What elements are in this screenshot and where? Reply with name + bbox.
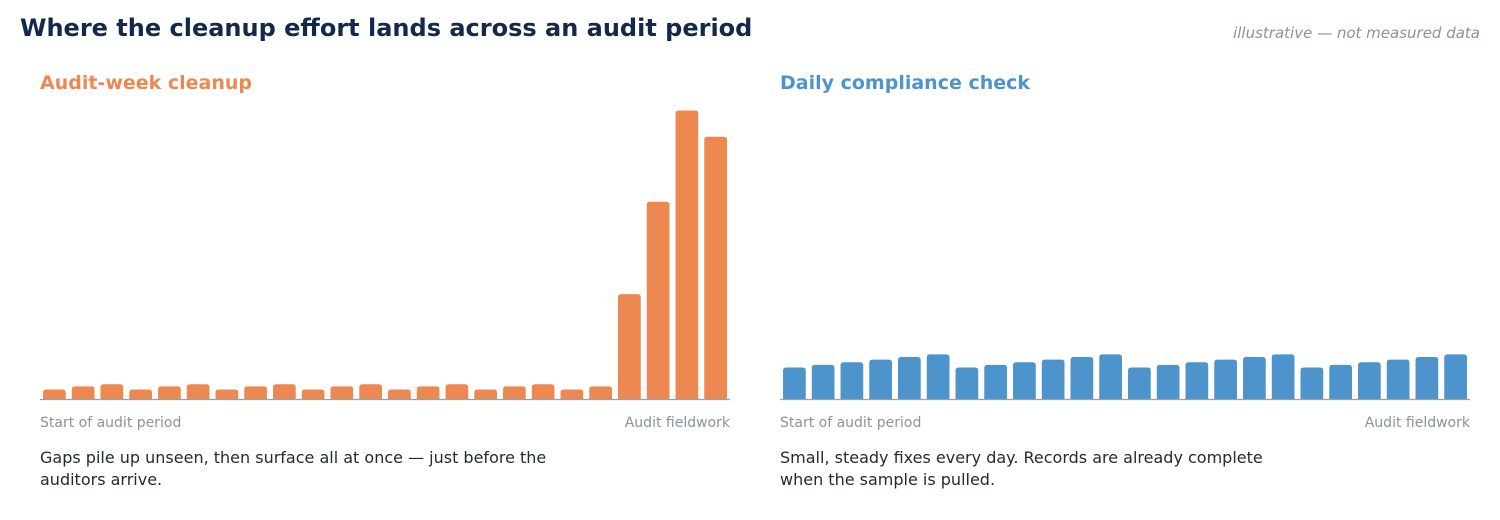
bar xyxy=(1329,364,1352,399)
chart-audit-week xyxy=(40,110,730,401)
bar xyxy=(1271,354,1295,399)
panel-audit-week: Audit-week cleanup Start of audit period… xyxy=(40,0,730,520)
x-start-label: Start of audit period xyxy=(40,415,182,431)
bar xyxy=(330,386,354,399)
bar xyxy=(1358,362,1381,399)
x-end-label: Audit fieldwork xyxy=(624,415,730,431)
bar xyxy=(416,386,440,399)
bar xyxy=(1386,359,1410,399)
bar xyxy=(840,362,864,399)
panel-title-daily-check: Daily compliance check xyxy=(780,72,1031,94)
x-end-label: Audit fieldwork xyxy=(1364,415,1470,431)
bar xyxy=(926,354,950,399)
bar xyxy=(215,389,239,399)
panel-title-audit-week: Audit-week cleanup xyxy=(40,72,253,94)
bar xyxy=(186,384,210,399)
bar xyxy=(675,110,699,400)
bar xyxy=(244,386,267,399)
bar xyxy=(560,389,584,399)
panel-caption-daily-check: Small, steady fixes every day. Records a… xyxy=(780,448,1263,489)
bar xyxy=(474,389,497,399)
bar xyxy=(1128,367,1151,399)
bar xyxy=(1243,357,1266,399)
bar xyxy=(1185,362,1209,399)
bar xyxy=(445,384,469,399)
bar xyxy=(71,386,95,399)
bar xyxy=(984,364,1007,399)
bar xyxy=(1415,357,1439,399)
bar xyxy=(1070,357,1094,399)
page-title: Where the cleanup effort lands across an… xyxy=(20,14,753,42)
bar xyxy=(1214,359,1237,399)
panel-daily-check: Daily compliance check Start of audit pe… xyxy=(780,0,1470,520)
bar xyxy=(1013,362,1036,399)
bar xyxy=(100,384,124,399)
bar xyxy=(811,364,835,399)
bar xyxy=(1300,367,1324,399)
bar xyxy=(531,384,555,399)
bar xyxy=(898,357,921,399)
chart-daily-check xyxy=(780,354,1470,401)
bar xyxy=(43,389,66,399)
bar xyxy=(646,201,670,399)
bar xyxy=(1099,354,1122,399)
bar xyxy=(158,386,181,399)
bar xyxy=(273,384,296,399)
bar xyxy=(589,386,612,399)
bar xyxy=(359,384,382,399)
bar xyxy=(503,386,526,399)
disclaimer-note: illustrative — not measured data xyxy=(1233,24,1480,42)
bar xyxy=(1156,364,1180,399)
bar xyxy=(1444,354,1467,399)
bar xyxy=(388,389,411,399)
bar xyxy=(783,367,806,399)
bar xyxy=(1041,359,1065,399)
bar xyxy=(869,359,892,399)
bar xyxy=(704,136,727,399)
bar xyxy=(955,367,979,399)
bar xyxy=(301,389,325,399)
x-start-label: Start of audit period xyxy=(780,415,922,431)
bar xyxy=(129,389,152,399)
bar xyxy=(618,294,641,399)
panel-caption-audit-week: Gaps pile up unseen, then surface all at… xyxy=(40,448,547,489)
